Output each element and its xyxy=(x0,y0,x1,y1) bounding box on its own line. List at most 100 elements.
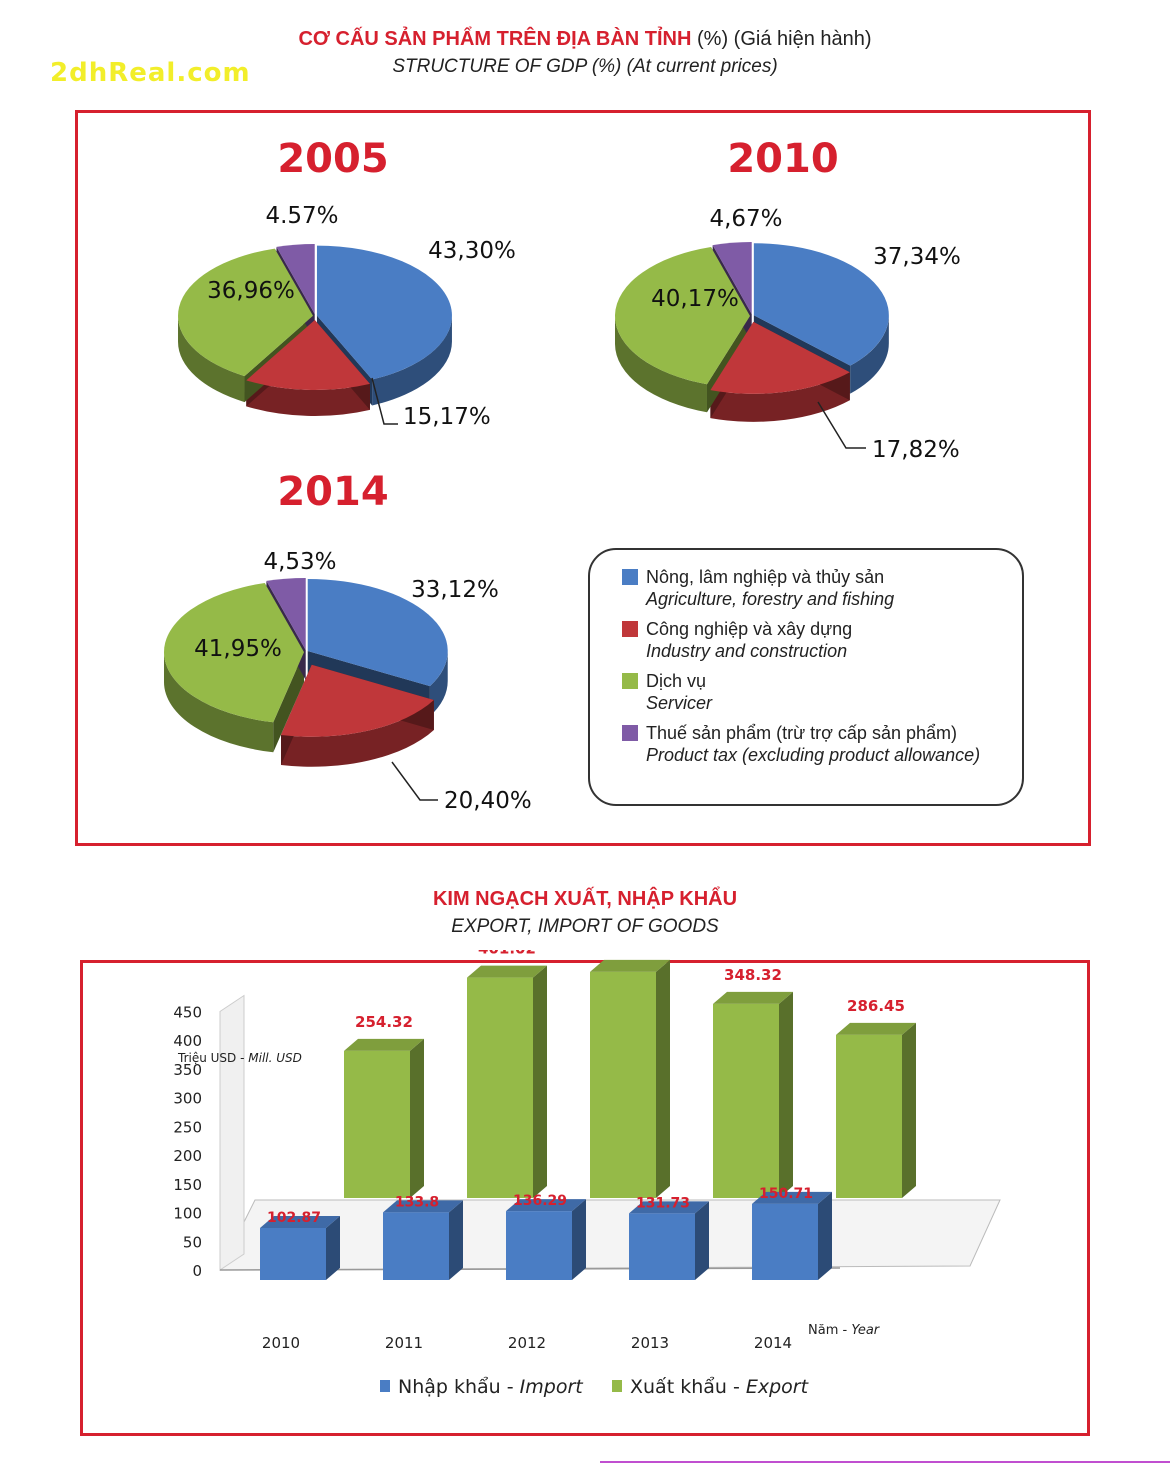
pie-label-agriculture: 37,34% xyxy=(873,244,961,270)
export-bar xyxy=(467,977,533,1198)
export-bar-top xyxy=(467,965,547,978)
legend-item-tax: Thuế sản phẩm (trừ trợ cấp sản phẩm) Prod… xyxy=(622,722,1004,766)
pie-side-services xyxy=(615,315,707,413)
legend-swatch-services xyxy=(622,673,638,689)
y-tick-label: 350 xyxy=(173,1061,202,1079)
legend-label-en: Agriculture, forestry and fishing xyxy=(646,589,895,609)
gdp-title-unit: (%) (Giá hiện hành) xyxy=(697,28,872,50)
pie-slice-tax xyxy=(266,578,306,651)
x-axis-label: Năm - Year xyxy=(808,1323,881,1338)
legend-label-en: Servicer xyxy=(646,693,713,713)
import-bar-side xyxy=(326,1216,340,1280)
pie-slice-industry xyxy=(710,321,850,394)
pie-slice-industry xyxy=(246,319,370,390)
pie-label-agriculture: 33,12% xyxy=(411,577,499,603)
x-tick-label: 2013 xyxy=(631,1334,669,1352)
export-data-label: 286.45 xyxy=(847,997,905,1015)
pie-2014: 2014 33,12% 20,40% 41,95% 4,53% xyxy=(164,469,532,814)
pie-side-industry xyxy=(710,372,850,422)
pie-side-services xyxy=(164,652,274,753)
export-bar-side xyxy=(533,965,547,1198)
export-bar-top xyxy=(836,1022,916,1035)
bar-side-wall xyxy=(219,994,245,1271)
gdp-pie-charts: 2005 43,30% 15,17% 36,96% 4.57% 2010 37,34% 17,… xyxy=(164,136,961,814)
y-axis-label-en: Mill. USD xyxy=(248,1051,302,1065)
pie-label-industry: 17,82% xyxy=(872,437,960,463)
import-bar-side xyxy=(695,1201,709,1280)
trade-title-vi: KIM NGẠCH XUẤT, NHẬP KHẨU xyxy=(432,888,738,910)
y-tick-label: 300 xyxy=(173,1090,202,1108)
legend-label-vi: Thuế sản phẩm (trừ trợ cấp sản phẩm) xyxy=(646,723,957,743)
legend-swatch-agriculture xyxy=(622,569,638,585)
legend-label: Xuất khẩu - Export xyxy=(630,1376,810,1398)
pie-slice-tax xyxy=(712,242,752,315)
x-axis-label-vi: Năm - xyxy=(808,1323,851,1338)
export-bar-side xyxy=(902,1022,916,1198)
legend-label-vi: Nông, lâm nghiệp và thủy sản xyxy=(646,567,885,587)
pie-label-tax: 4,67% xyxy=(709,206,782,232)
pie-leader-line xyxy=(371,377,398,425)
export-data-label: 254.32 xyxy=(355,1013,413,1031)
legend-item-agriculture: Nông, lâm nghiệp và thủy sản Agriculture,… xyxy=(622,566,1004,610)
legend-label-en: Product tax (excluding product allowance… xyxy=(646,745,981,765)
legend-label-en: Import xyxy=(520,1376,585,1398)
import-bar-top xyxy=(383,1200,463,1213)
pie-side-industry xyxy=(246,380,370,416)
y-tick-label: 400 xyxy=(173,1032,202,1050)
gdp-legend: Nông, lâm nghiệp và thủy sản Agriculture,… xyxy=(588,548,1024,806)
pie-label-services: 41,95% xyxy=(194,636,282,662)
import-bar xyxy=(752,1203,818,1280)
gdp-title: CƠ CẤU SẢN PHẨM TRÊN ĐỊA BÀN TỈNH (%) (G… xyxy=(0,28,1170,78)
legend-label-vi: Công nghiệp và xây dựng xyxy=(646,619,853,639)
pie-side-agriculture xyxy=(429,650,448,717)
pie-leader-line xyxy=(817,401,866,449)
export-bar-side xyxy=(779,991,793,1198)
trade-title: KIM NGẠCH XUẤT, NHẬP KHẨU EXPORT, IMPORT… xyxy=(0,888,1170,938)
import-data-label: 136.29 xyxy=(513,1193,567,1209)
legend-swatch-tax xyxy=(622,725,638,741)
y-tick-label: 450 xyxy=(173,1004,202,1022)
export-bar-side xyxy=(410,1038,424,1198)
export-bar-top xyxy=(344,1038,424,1051)
pie-label-tax: 4.57% xyxy=(265,203,338,229)
gdp-chart-frame xyxy=(75,110,1091,846)
pie-2010: 2010 37,34% 17,82% 40,17% 4,67% xyxy=(615,136,961,463)
import-bar-top xyxy=(629,1201,709,1214)
y-tick-label: 100 xyxy=(173,1205,202,1223)
legend-label-vi: Dịch vụ xyxy=(646,671,707,691)
pie-slice-agriculture xyxy=(307,578,448,687)
import-bar-top xyxy=(260,1216,340,1229)
export-data-label: 401.02 xyxy=(478,950,536,958)
watermark: 2dhReal.com xyxy=(50,58,251,88)
pie-slice-agriculture xyxy=(753,243,889,366)
export-bar-top xyxy=(590,959,670,972)
import-bar xyxy=(260,1228,326,1280)
export-bar xyxy=(344,1050,410,1198)
pie-slice-industry xyxy=(280,664,434,737)
y-axis-label: Triệu USD - Mill. USD xyxy=(177,1051,302,1065)
legend-label-en: Export xyxy=(746,1376,810,1398)
export-bar xyxy=(836,1034,902,1198)
pie-slice-services xyxy=(615,247,751,385)
legend-swatch xyxy=(612,1380,622,1392)
import-bar xyxy=(383,1212,449,1280)
pie-slice-services xyxy=(164,582,305,723)
import-data-label: 131.73 xyxy=(636,1195,690,1211)
export-bar xyxy=(590,971,656,1198)
legend-label: Nhập khẩu - Import xyxy=(398,1376,584,1398)
export-data-label: 412.42 xyxy=(601,950,659,952)
gdp-title-vi: CƠ CẤU SẢN PHẨM TRÊN ĐỊA BÀN TỈNH xyxy=(298,28,692,50)
pie-label-tax: 4,53% xyxy=(263,549,336,575)
import-bar-side xyxy=(572,1199,586,1280)
pie-side-agriculture xyxy=(372,315,452,406)
export-bar-top xyxy=(713,991,793,1004)
pie-side-industry xyxy=(280,699,434,767)
import-bar-side xyxy=(449,1200,463,1280)
pie-title: 2005 xyxy=(277,136,388,182)
y-tick-label: 200 xyxy=(173,1147,202,1165)
import-bar-top xyxy=(506,1199,586,1212)
pie-side-agriculture xyxy=(850,315,889,394)
trade-chart-frame xyxy=(80,960,1090,1436)
import-bar-side xyxy=(818,1191,832,1280)
import-bar xyxy=(629,1213,695,1280)
